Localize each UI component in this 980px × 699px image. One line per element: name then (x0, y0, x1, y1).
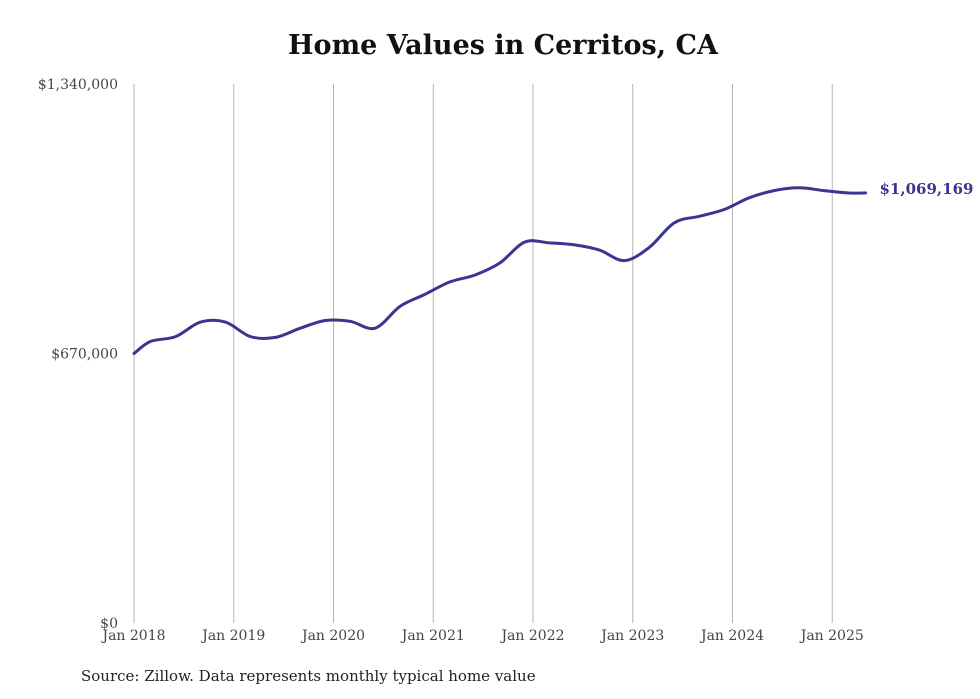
x-tick-label: Jan 2020 (300, 628, 365, 644)
y-tick-label: $670,000 (51, 347, 118, 363)
x-tick-label: Jan 2024 (699, 628, 764, 644)
y-axis-ticks: $0 $670,000 $1,340,000 (38, 77, 118, 632)
x-tick-label: Jan 2023 (599, 628, 664, 644)
x-tick-label: Jan 2025 (799, 628, 864, 644)
x-axis-ticks: Jan 2018 Jan 2019 Jan 2020 Jan 2021 Jan 2022… (100, 628, 863, 644)
x-tick-label: Jan 2021 (400, 628, 465, 644)
x-tick-label: Jan 2018 (100, 628, 165, 644)
y-tick-label: $1,340,000 (38, 77, 118, 93)
chart-title: Home Values in Cerritos, CA (288, 30, 718, 61)
series-line (132, 186, 867, 355)
source-note: Source: Zillow. Data represents monthly … (81, 667, 536, 685)
line-chart: $0$670,000$1,340,000 Jan 2018 Jan 2019 Jan… (38, 77, 974, 644)
end-value-label: $1,069,169 (880, 180, 974, 198)
gridlines (133, 84, 833, 623)
x-tick-label: Jan 2022 (499, 628, 564, 644)
series-layer: $1,069,169 (132, 180, 974, 355)
x-tick-label: Jan 2019 (200, 628, 265, 644)
y-tick-label: $0 (100, 616, 118, 632)
